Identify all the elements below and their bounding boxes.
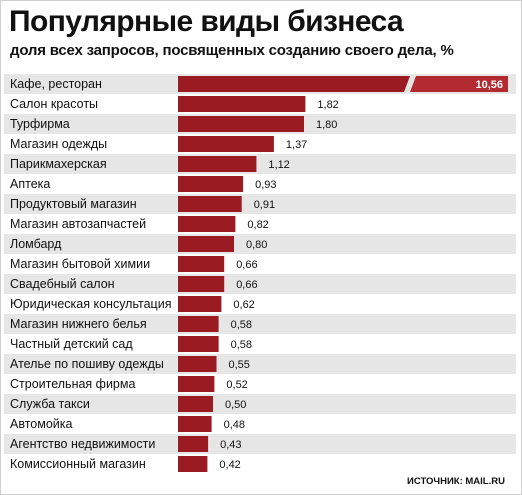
row-stripe bbox=[4, 414, 516, 434]
category-label: Турфирма bbox=[10, 117, 70, 131]
row-stripe bbox=[4, 234, 516, 254]
row-stripe bbox=[4, 454, 516, 474]
bar bbox=[178, 156, 257, 172]
value-label: 0,43 bbox=[220, 439, 241, 451]
chart-title: Популярные виды бизнеса bbox=[9, 5, 404, 38]
value-label: 0,58 bbox=[231, 339, 252, 351]
category-label: Строительная фирма bbox=[10, 377, 135, 391]
category-label: Аптека bbox=[10, 177, 50, 191]
bar bbox=[178, 436, 209, 452]
bar bbox=[178, 136, 274, 152]
bar bbox=[178, 316, 219, 332]
category-label: Ателье по пошиву одежды bbox=[10, 357, 164, 371]
bar bbox=[178, 356, 217, 372]
row-stripe bbox=[4, 314, 516, 334]
value-label: 0,80 bbox=[246, 239, 267, 251]
row-stripe bbox=[4, 374, 516, 394]
bar bbox=[178, 296, 222, 312]
category-label: Агентство недвижимости bbox=[10, 437, 155, 451]
value-label: 1,82 bbox=[317, 99, 338, 111]
row-stripe bbox=[4, 294, 516, 314]
bar bbox=[178, 336, 219, 352]
value-label: 1,37 bbox=[286, 139, 307, 151]
bar bbox=[178, 96, 306, 112]
bar bbox=[178, 236, 234, 252]
value-label: 0,48 bbox=[224, 419, 245, 431]
value-label: 0,52 bbox=[226, 379, 247, 391]
row-stripe bbox=[4, 214, 516, 234]
category-label: Магазин автозапчастей bbox=[10, 217, 146, 231]
value-label: 1,80 bbox=[316, 119, 337, 131]
value-label: 0,66 bbox=[236, 259, 257, 271]
value-label: 0,62 bbox=[233, 299, 254, 311]
category-label: Парикмахерская bbox=[10, 157, 107, 171]
value-label: 0,42 bbox=[219, 459, 240, 471]
bar-segment bbox=[410, 76, 508, 92]
bar bbox=[178, 376, 215, 392]
bar bbox=[178, 256, 225, 272]
category-label: Свадебный салон bbox=[10, 277, 115, 291]
category-label: Частный детский сад bbox=[10, 337, 133, 351]
value-label: 0,58 bbox=[231, 319, 252, 331]
row-stripe bbox=[4, 354, 516, 374]
row-stripe bbox=[4, 434, 516, 454]
value-label: 0,82 bbox=[247, 219, 268, 231]
category-label: Магазин бытовой химии bbox=[10, 257, 150, 271]
value-label: 0,93 bbox=[255, 179, 276, 191]
row-stripe bbox=[4, 274, 516, 294]
value-label: 0,66 bbox=[236, 279, 257, 291]
row-stripe bbox=[4, 154, 516, 174]
value-label: 1,12 bbox=[268, 159, 289, 171]
bar bbox=[178, 216, 236, 232]
chart-subtitle: доля всех запросов, посвященных созданию… bbox=[10, 42, 454, 59]
source-note: ИСТОЧНИК: MAIL.RU bbox=[407, 476, 505, 487]
value-label: 0,50 bbox=[225, 399, 246, 411]
value-label: 10,56 bbox=[475, 79, 503, 91]
bar bbox=[178, 196, 242, 212]
category-label: Магазин нижнего белья bbox=[10, 317, 147, 331]
category-label: Магазин одежды bbox=[10, 137, 107, 151]
bar bbox=[178, 176, 244, 192]
row-stripe bbox=[4, 394, 516, 414]
bar bbox=[178, 276, 225, 292]
bar bbox=[178, 456, 208, 472]
category-label: Салон красоты bbox=[10, 97, 98, 111]
row-stripe bbox=[4, 194, 516, 214]
category-label: Ломбард bbox=[10, 237, 62, 251]
bar bbox=[178, 116, 304, 132]
row-stripe bbox=[4, 334, 516, 354]
category-label: Продуктовый магазин bbox=[10, 197, 137, 211]
bar bbox=[178, 396, 213, 412]
category-label: Юридическая консультация bbox=[10, 297, 171, 311]
category-label: Служба такси bbox=[10, 397, 90, 411]
category-label: Кафе, ресторан bbox=[10, 77, 102, 91]
category-label: Комиссионный магазин bbox=[10, 457, 146, 471]
bar bbox=[178, 76, 410, 92]
row-stripe bbox=[4, 174, 516, 194]
value-label: 0,55 bbox=[229, 359, 250, 371]
row-stripe bbox=[4, 254, 516, 274]
bar bbox=[178, 416, 212, 432]
value-label: 0,91 bbox=[254, 199, 275, 211]
category-label: Автомойка bbox=[10, 417, 73, 431]
